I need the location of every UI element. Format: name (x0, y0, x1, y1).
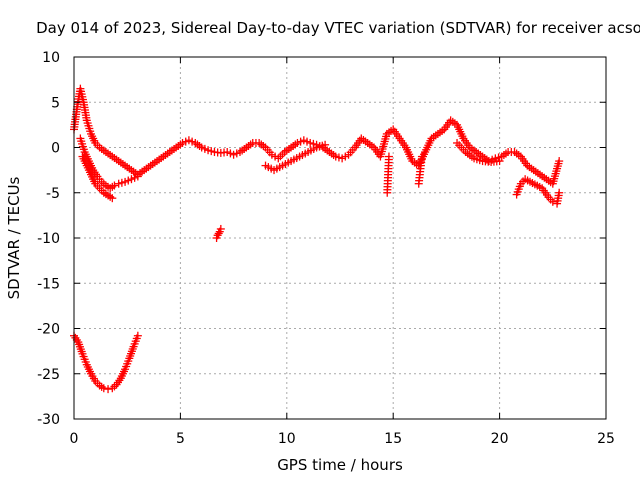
x-tick-label: 10 (278, 431, 296, 447)
data-point (417, 152, 426, 161)
series-0 (70, 84, 564, 188)
series-2 (78, 152, 564, 208)
series-5 (414, 152, 426, 188)
data-point (99, 384, 108, 393)
grid-lines (74, 57, 606, 419)
data-point (321, 140, 330, 149)
data-point (384, 152, 393, 161)
series-1 (76, 134, 504, 193)
y-tick-label: 0 (51, 141, 60, 157)
y-tick-label: -25 (37, 367, 60, 383)
data-point (133, 331, 142, 340)
x-tick-label: 5 (176, 431, 185, 447)
y-tick-label: -10 (37, 231, 60, 247)
y-tick-label: -15 (37, 276, 60, 292)
chart-title: Day 014 of 2023, Sidereal Day-to-day VTE… (36, 19, 640, 37)
y-tick-label: -20 (37, 322, 60, 338)
data-point (548, 197, 557, 206)
x-tick-label: 0 (70, 431, 79, 447)
data-point (133, 172, 142, 181)
data-point (555, 157, 564, 166)
series-6 (70, 331, 142, 394)
data-point (110, 181, 119, 190)
x-axis-ticks: 0 5 10 15 20 25 (70, 57, 615, 447)
x-tick-label: 15 (384, 431, 402, 447)
data-point (108, 384, 117, 393)
data-point (278, 150, 287, 159)
y-axis-label: SDTVAR / TECUs (5, 176, 23, 299)
data-point (276, 152, 285, 161)
x-tick-label: 20 (491, 431, 509, 447)
data-point (495, 157, 504, 166)
y-axis-ticks: -30 -25 -20 -15 -10 -5 0 5 10 (37, 50, 606, 428)
data-point (104, 385, 113, 394)
data-point (108, 194, 117, 203)
series-4 (383, 152, 393, 197)
series-3 (212, 224, 225, 242)
data-point (555, 188, 564, 197)
y-tick-label: -30 (37, 412, 60, 428)
y-tick-label: -5 (46, 186, 60, 202)
x-tick-label: 25 (597, 431, 615, 447)
data-point (216, 224, 225, 233)
x-axis-label: GPS time / hours (277, 456, 403, 474)
y-tick-label: 10 (42, 50, 60, 66)
y-tick-label: 5 (51, 95, 60, 111)
data-points (70, 84, 564, 394)
data-point (214, 229, 223, 238)
